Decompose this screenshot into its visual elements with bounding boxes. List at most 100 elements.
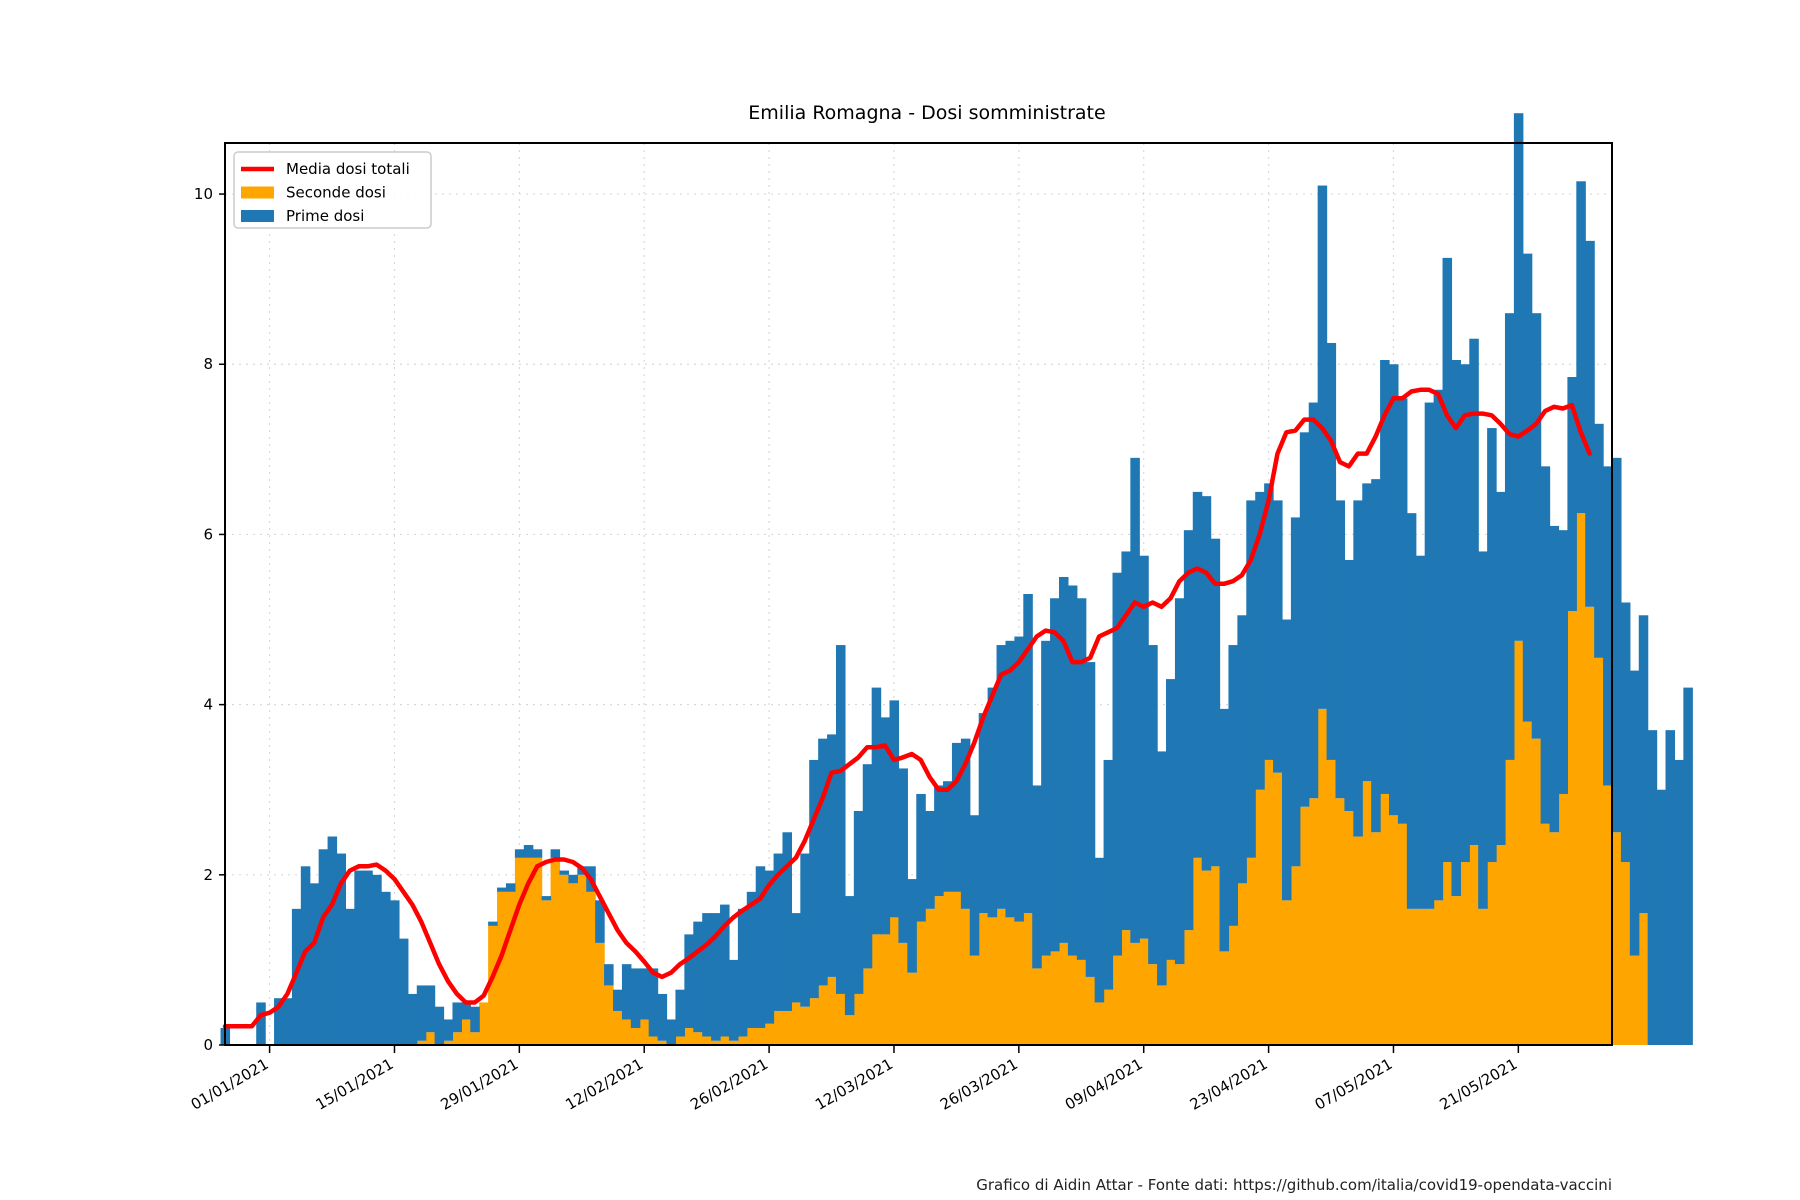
bar-prime-dosi	[1139, 555, 1149, 939]
bar-prime-dosi	[773, 853, 784, 1011]
bar-seconde-dosi	[541, 900, 552, 1045]
bar-seconde-dosi	[1228, 925, 1238, 1045]
x-tick-label: 12/02/2021	[562, 1055, 646, 1114]
bar-prime-dosi	[657, 993, 668, 1041]
bar-seconde-dosi	[1397, 823, 1408, 1045]
bar-prime-dosi	[675, 989, 685, 1037]
bar-seconde-dosi	[693, 1032, 703, 1045]
legend-label: Media dosi totali	[286, 160, 410, 178]
bar-seconde-dosi	[1638, 913, 1649, 1045]
bar-prime-dosi	[407, 993, 418, 1045]
bar-seconde-dosi	[1317, 708, 1328, 1045]
bar-prime-dosi	[791, 913, 801, 1003]
bar-prime-dosi	[559, 870, 570, 875]
bar-seconde-dosi	[818, 985, 828, 1045]
bar-prime-dosi	[1067, 585, 1078, 956]
bar-prime-dosi	[1656, 789, 1667, 1045]
bar-prime-dosi	[1192, 491, 1203, 858]
x-tick-label: 26/02/2021	[687, 1055, 771, 1114]
bar-prime-dosi	[648, 968, 659, 1037]
bar-seconde-dosi	[523, 857, 534, 1045]
bar-seconde-dosi	[1157, 985, 1167, 1045]
bar-prime-dosi	[693, 921, 703, 1033]
bar-prime-dosi	[327, 836, 338, 1045]
bar-prime-dosi	[943, 781, 953, 892]
legend-label: Prime dosi	[286, 207, 364, 225]
bar-prime-dosi	[666, 1019, 677, 1045]
y-tick-label: 2	[203, 866, 213, 884]
bar-prime-dosi	[1094, 857, 1105, 1003]
bar-seconde-dosi	[1594, 657, 1604, 1045]
bar-prime-dosi	[621, 964, 632, 1020]
y-tick-label: 4	[203, 696, 213, 714]
bar-seconde-dosi	[737, 1036, 748, 1045]
bar-prime-dosi	[452, 1002, 462, 1033]
bar-seconde-dosi	[1130, 942, 1140, 1045]
bar-seconde-dosi	[835, 993, 846, 1045]
bar-prime-dosi	[1513, 113, 1524, 641]
x-tick-label: 26/03/2021	[937, 1055, 1021, 1114]
bar-prime-dosi	[764, 870, 775, 1024]
x-tick-label: 09/04/2021	[1062, 1055, 1146, 1114]
bar-prime-dosi	[996, 645, 1007, 909]
bar-seconde-dosi	[1192, 857, 1203, 1045]
bar-seconde-dosi	[934, 896, 944, 1045]
bar-prime-dosi	[1442, 257, 1453, 863]
chart-title: Emilia Romagna - Dosi somministrate	[748, 102, 1105, 124]
bar-prime-dosi	[1620, 602, 1631, 863]
bar-seconde-dosi	[773, 1010, 784, 1045]
bar-prime-dosi	[1317, 185, 1328, 709]
bar-seconde-dosi	[1076, 959, 1087, 1045]
bar-prime-dosi	[1469, 338, 1479, 846]
bar-prime-dosi	[1522, 253, 1533, 722]
bar-seconde-dosi	[1513, 640, 1524, 1045]
bar-prime-dosi	[916, 793, 926, 922]
bar-prime-dosi	[1273, 500, 1283, 773]
bar-seconde-dosi	[1629, 955, 1640, 1045]
x-tick-label: 21/05/2021	[1436, 1055, 1520, 1114]
bar-prime-dosi	[1549, 525, 1560, 833]
bar-prime-dosi	[398, 938, 409, 1045]
x-tick-label: 29/01/2021	[437, 1055, 521, 1114]
source-credit: Grafico di Aidin Attar - Fonte dati: htt…	[976, 1176, 1612, 1194]
bar-seconde-dosi	[1469, 845, 1479, 1045]
bar-seconde-dosi	[1576, 513, 1586, 1045]
bar-seconde-dosi	[1567, 611, 1577, 1045]
bar-prime-dosi	[1406, 513, 1417, 909]
bar-seconde-dosi	[960, 908, 971, 1045]
bar-prime-dosi	[390, 900, 400, 1045]
bar-seconde-dosi	[1603, 785, 1613, 1045]
line-media-dosi-totali	[222, 387, 1592, 1029]
bar-prime-dosi	[711, 913, 721, 1041]
bar-prime-dosi	[1112, 572, 1123, 956]
bar-seconde-dosi	[943, 891, 953, 1045]
bar-seconde-dosi	[1210, 866, 1221, 1045]
bar-seconde-dosi	[755, 1027, 766, 1045]
bar-prime-dosi	[505, 883, 516, 892]
bar-prime-dosi	[1219, 708, 1230, 952]
y-tick-label: 10	[194, 185, 213, 203]
bar-seconde-dosi	[889, 917, 900, 1045]
bar-prime-dosi	[755, 866, 766, 1028]
bar-prime-dosi	[871, 687, 882, 935]
legend-box	[233, 151, 432, 229]
bar-prime-dosi	[1290, 517, 1301, 867]
bar-prime-dosi	[934, 785, 944, 897]
bar-seconde-dosi	[1299, 806, 1310, 1045]
bar-prime-dosi	[809, 759, 819, 999]
bar-seconde-dosi	[925, 908, 935, 1045]
bar-seconde-dosi	[1023, 913, 1033, 1045]
bar-seconde-dosi	[550, 857, 561, 1045]
bar-prime-dosi	[880, 717, 891, 935]
bar-prime-dosi	[1629, 670, 1640, 956]
bar-prime-dosi	[1451, 359, 1461, 897]
bar-prime-dosi	[1683, 687, 1693, 1045]
bar-prime-dosi	[907, 879, 917, 973]
bar-prime-dosi	[1014, 636, 1024, 922]
bar-prime-dosi	[1166, 679, 1176, 960]
bar-seconde-dosi	[630, 1027, 641, 1045]
bar-prime-dosi	[1335, 500, 1346, 799]
bar-seconde-dosi	[1344, 810, 1354, 1045]
bar-seconde-dosi	[1005, 917, 1015, 1045]
